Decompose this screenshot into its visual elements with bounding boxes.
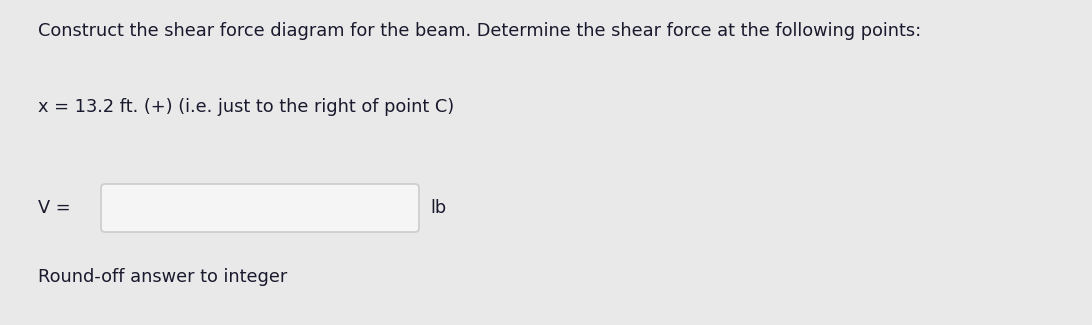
FancyBboxPatch shape [100, 184, 419, 232]
Text: x = 13.2 ft. (+) (i.e. just to the right of point C): x = 13.2 ft. (+) (i.e. just to the right… [38, 98, 454, 116]
Text: Round-off answer to integer: Round-off answer to integer [38, 268, 287, 286]
Text: lb: lb [430, 199, 447, 217]
Text: Construct the shear force diagram for the beam. Determine the shear force at the: Construct the shear force diagram for th… [38, 22, 922, 40]
Text: V =: V = [38, 199, 71, 217]
